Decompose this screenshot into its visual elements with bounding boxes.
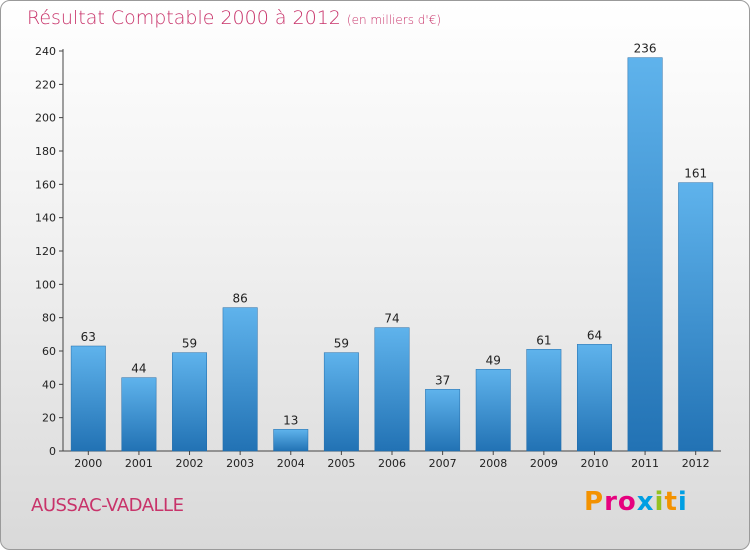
bar [374, 327, 410, 452]
data-label: 236 [634, 42, 657, 56]
bar [627, 57, 663, 452]
data-label: 161 [684, 167, 707, 181]
logo-letter: t [664, 487, 678, 517]
bar [172, 352, 207, 452]
x-tick-label: 2005 [327, 457, 355, 470]
proxiti-logo: Proxiti [584, 487, 688, 517]
y-tick-label: 120 [35, 245, 56, 258]
data-label: 37 [435, 373, 450, 387]
data-label: 63 [81, 330, 96, 344]
data-label: 44 [131, 362, 146, 376]
bar [678, 182, 714, 452]
logo-letter: o [617, 487, 637, 517]
y-tick-label: 80 [42, 312, 56, 325]
data-label: 74 [384, 312, 399, 326]
y-tick-label: 200 [35, 112, 56, 125]
y-tick-label: 240 [35, 45, 56, 58]
logo-letter: i [654, 487, 665, 517]
bar [425, 389, 461, 452]
data-label: 59 [182, 337, 197, 351]
x-tick-label: 2008 [479, 457, 507, 470]
x-tick-label: 2002 [176, 457, 204, 470]
data-label: 86 [233, 292, 248, 306]
y-tick-label: 160 [35, 178, 56, 191]
x-tick-label: 2009 [530, 457, 558, 470]
x-tick-label: 2011 [631, 457, 659, 470]
commune-name: AUSSAC-VADALLE [31, 495, 184, 516]
y-tick-label: 100 [35, 278, 56, 291]
x-tick-label: 2004 [277, 457, 305, 470]
logo-letter: r [604, 487, 618, 517]
bar [526, 349, 562, 452]
logo-letter: x [636, 487, 655, 517]
x-tick-label: 2012 [682, 457, 710, 470]
logo-letter: i [677, 487, 688, 517]
y-tick-label: 20 [42, 412, 56, 425]
chart-title: Résultat Comptable 2000 à 2012 (en millie… [27, 7, 441, 29]
y-tick-label: 220 [35, 78, 56, 91]
chart-title-text: Résultat Comptable 2000 à 2012 [27, 7, 341, 29]
y-tick-label: 60 [42, 345, 56, 358]
chart-subtitle: (en milliers d'€) [346, 13, 442, 27]
y-tick-label: 180 [35, 145, 56, 158]
logo-letter: P [584, 487, 605, 517]
x-tick-label: 2010 [580, 457, 608, 470]
bar [222, 307, 258, 452]
y-tick-label: 40 [42, 378, 56, 391]
data-label: 64 [587, 328, 602, 342]
y-tick-label: 0 [49, 445, 56, 458]
data-label: 49 [486, 353, 501, 367]
x-tick-label: 2000 [74, 457, 102, 470]
x-tick-label: 2007 [429, 457, 457, 470]
bar [121, 377, 157, 452]
x-tick-label: 2003 [226, 457, 254, 470]
data-label: 59 [334, 337, 349, 351]
data-label: 13 [283, 413, 298, 427]
bar [323, 352, 359, 452]
bar [475, 369, 511, 452]
data-label: 61 [536, 333, 551, 347]
bar [273, 429, 309, 452]
x-tick-label: 2001 [125, 457, 153, 470]
bar [577, 344, 612, 452]
bar [70, 345, 106, 452]
y-tick-label: 140 [35, 212, 56, 225]
x-tick-label: 2006 [378, 457, 406, 470]
